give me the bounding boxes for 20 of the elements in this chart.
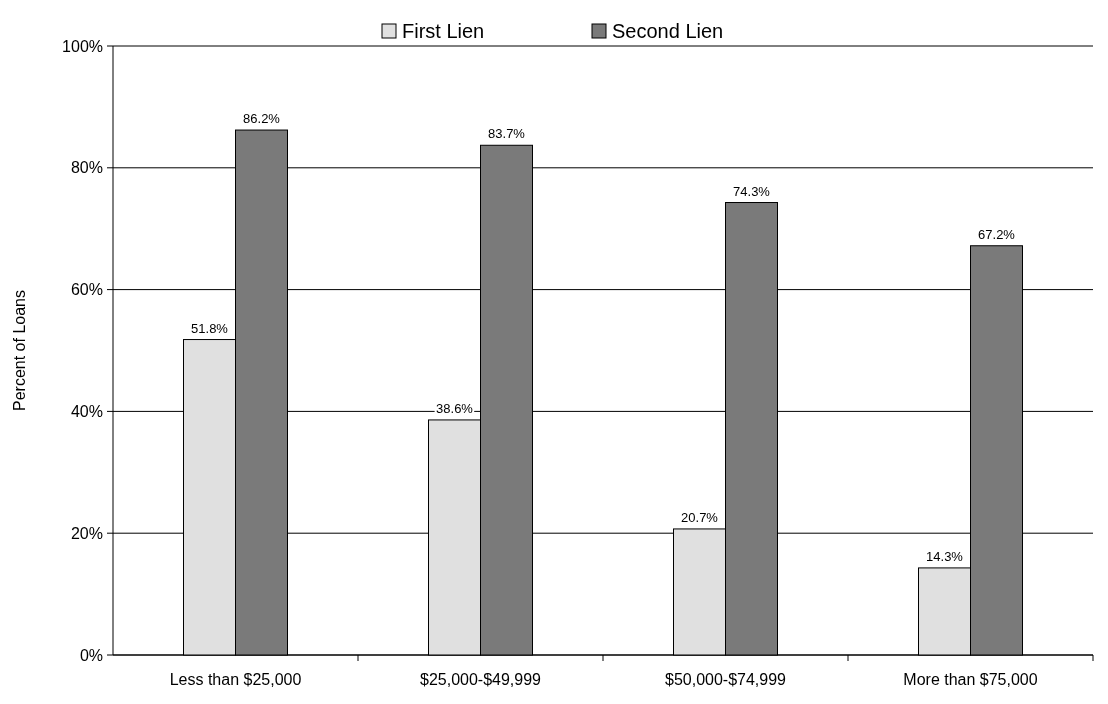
x-tick-label: Less than $25,000	[169, 671, 302, 688]
legend-label: First Lien	[402, 20, 485, 42]
y-axis-title: Percent of Loans	[11, 290, 28, 411]
y-tick-label: 80%	[70, 159, 103, 177]
y-tick-label: 100%	[62, 37, 103, 55]
data-label: 83.7%	[488, 126, 526, 142]
y-tick-label: 0%	[79, 646, 103, 664]
x-tick-label: $25,000-$49,999	[420, 671, 542, 688]
data-label: 51.8%	[191, 320, 229, 336]
y-tick-label: 20%	[70, 524, 103, 542]
data-label: 67.2%	[978, 226, 1016, 242]
data-label: 20.7%	[681, 509, 719, 525]
y-tick-label: 40%	[70, 403, 103, 420]
x-tick-label: More than $75,000	[903, 671, 1038, 688]
legend-label: Second Lien	[612, 20, 724, 42]
data-label: 86.2%	[243, 111, 281, 127]
x-tick-label: $50,000-$74,999	[665, 671, 787, 688]
y-tick-label: 60%	[70, 281, 103, 299]
data-label: 14.3%	[926, 548, 964, 564]
data-label: 74.3%	[733, 183, 771, 199]
